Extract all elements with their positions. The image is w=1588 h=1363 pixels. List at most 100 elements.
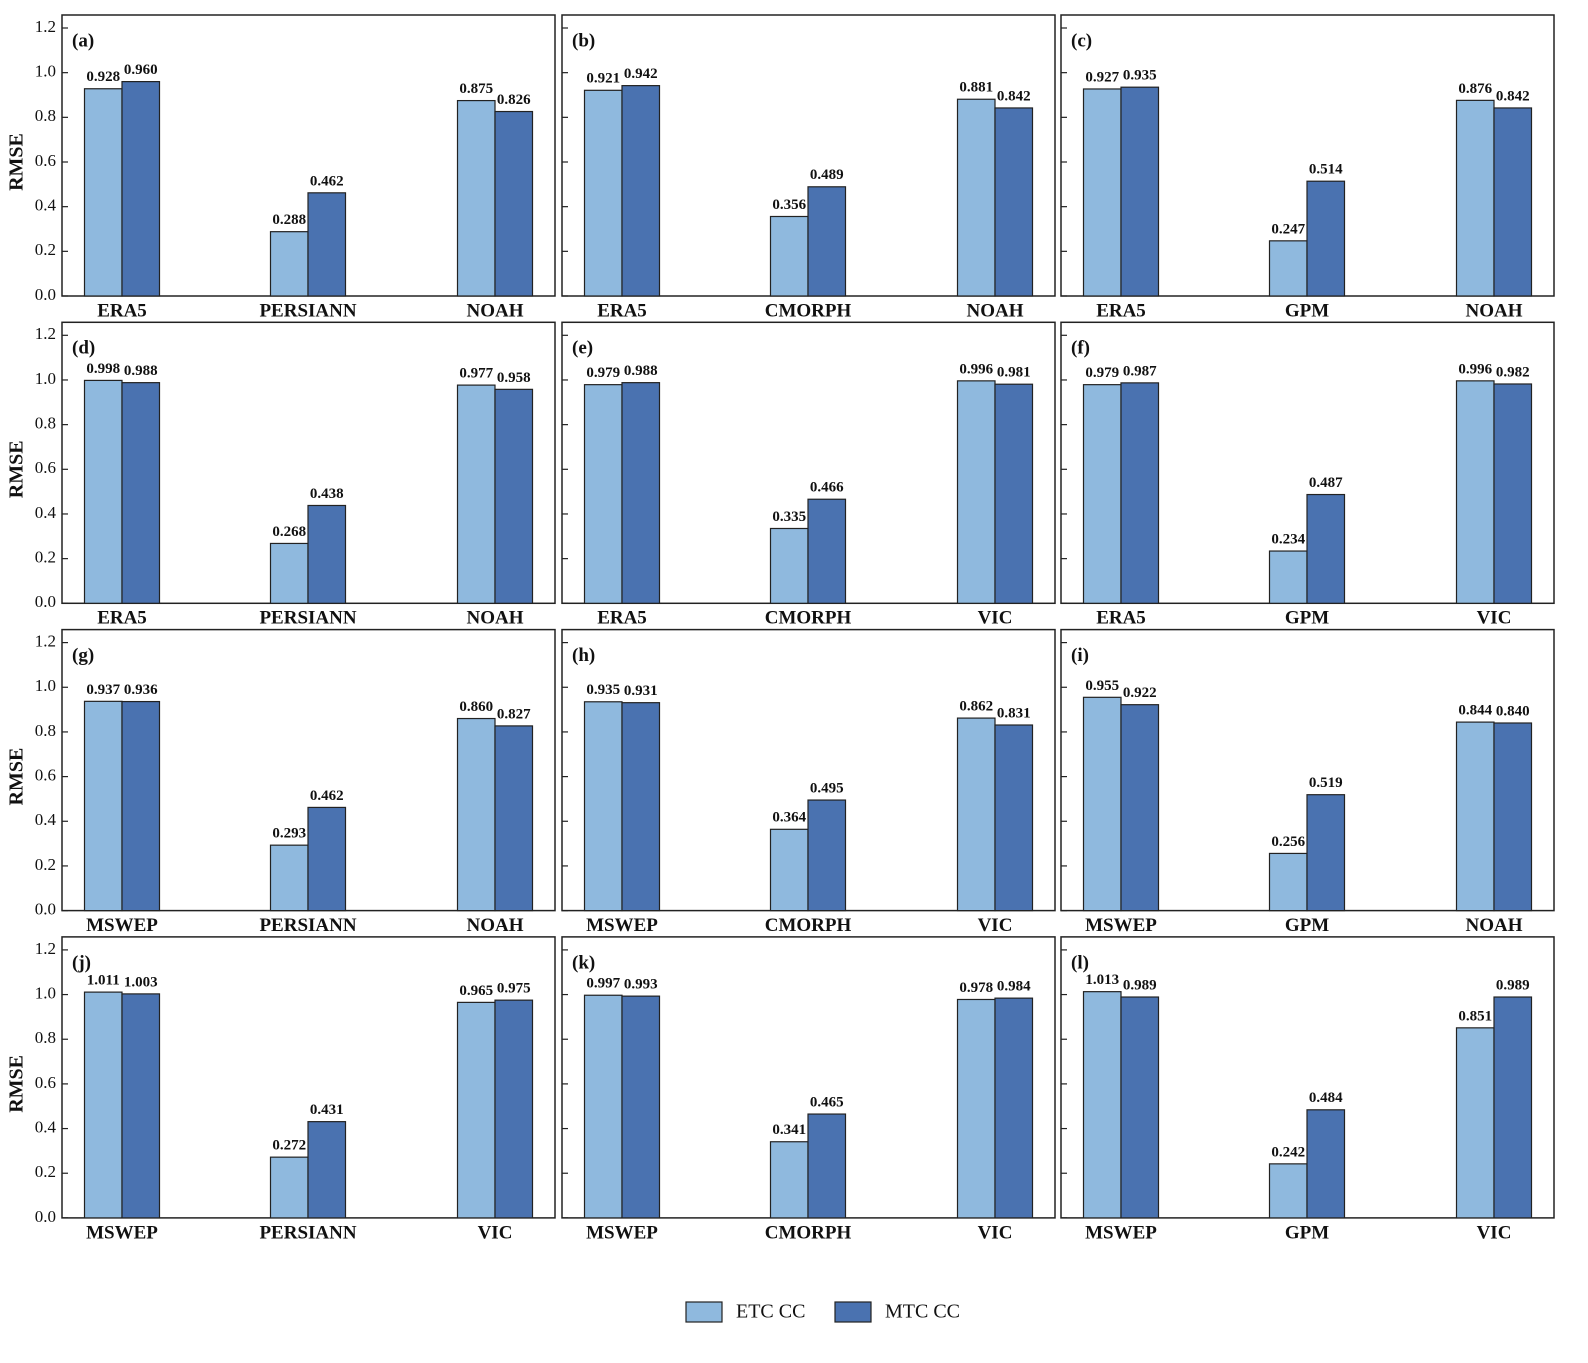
bar bbox=[1120, 86, 1160, 297]
bar bbox=[621, 702, 661, 912]
bar bbox=[307, 806, 347, 912]
y-axis-label: RMSE bbox=[6, 440, 28, 498]
bar bbox=[456, 99, 496, 297]
bar bbox=[494, 725, 534, 912]
bar bbox=[769, 527, 809, 604]
bar bbox=[456, 1001, 496, 1219]
bar bbox=[1120, 704, 1160, 912]
value-label: 0.975 bbox=[497, 981, 531, 997]
bar bbox=[583, 89, 623, 297]
panel-label: (k) bbox=[572, 952, 595, 973]
value-label: 0.978 bbox=[959, 980, 993, 996]
value-label: 0.988 bbox=[624, 363, 658, 379]
value-label: 0.931 bbox=[624, 683, 658, 699]
legend-label: ETC CC bbox=[736, 1301, 805, 1323]
bar bbox=[456, 384, 496, 604]
value-label: 0.921 bbox=[586, 71, 620, 87]
y-tick-label: 0.8 bbox=[35, 1028, 56, 1047]
value-label: 0.851 bbox=[1458, 1008, 1492, 1024]
y-tick-label: 1.0 bbox=[35, 983, 56, 1002]
bar bbox=[1082, 384, 1122, 604]
panel-label: (h) bbox=[572, 645, 595, 666]
y-tick-label: 0.0 bbox=[35, 285, 56, 304]
y-tick-label: 1.2 bbox=[35, 939, 56, 958]
bar bbox=[494, 388, 534, 604]
x-tick-label: GPM bbox=[1285, 915, 1329, 936]
x-tick-label: NOAH bbox=[1466, 915, 1523, 936]
bar bbox=[1455, 721, 1495, 912]
value-label: 0.960 bbox=[124, 62, 158, 78]
value-label: 0.242 bbox=[1271, 1144, 1305, 1160]
y-axis-label: RMSE bbox=[6, 1055, 28, 1113]
bar bbox=[1268, 240, 1308, 297]
y-tick-label: 0.0 bbox=[35, 1207, 56, 1226]
value-label: 0.268 bbox=[272, 524, 306, 540]
value-label: 0.840 bbox=[1496, 703, 1530, 719]
bar bbox=[83, 379, 123, 604]
value-label: 0.936 bbox=[124, 682, 158, 698]
value-label: 0.965 bbox=[459, 983, 493, 999]
x-tick-label: VIC bbox=[978, 915, 1013, 936]
panel-label: (l) bbox=[1071, 952, 1089, 973]
bar bbox=[1493, 996, 1533, 1219]
x-tick-label: NOAH bbox=[967, 300, 1024, 321]
value-label: 0.935 bbox=[586, 682, 620, 698]
bar bbox=[1268, 1163, 1308, 1219]
bar bbox=[1306, 493, 1346, 604]
bar bbox=[1268, 550, 1308, 604]
bar bbox=[269, 1156, 309, 1219]
bar bbox=[807, 799, 847, 912]
x-tick-label: MSWEP bbox=[86, 915, 158, 936]
value-label: 0.881 bbox=[959, 80, 993, 96]
panel-label: (e) bbox=[572, 338, 593, 359]
bar bbox=[269, 231, 309, 297]
value-label: 0.922 bbox=[1123, 685, 1157, 701]
x-tick-label: MSWEP bbox=[1085, 1222, 1157, 1243]
legend-label: MTC CC bbox=[885, 1301, 960, 1323]
panel-label: (i) bbox=[1071, 645, 1089, 666]
value-label: 0.438 bbox=[310, 486, 344, 502]
y-tick-label: 0.2 bbox=[35, 548, 56, 567]
value-label: 0.942 bbox=[624, 66, 658, 82]
y-tick-label: 0.4 bbox=[35, 810, 57, 829]
y-axis-label: RMSE bbox=[6, 748, 28, 806]
value-label: 0.997 bbox=[586, 976, 620, 992]
bar bbox=[121, 80, 161, 297]
value-label: 0.979 bbox=[1085, 365, 1119, 381]
bar bbox=[994, 383, 1034, 604]
legend-swatch bbox=[834, 1301, 872, 1323]
bar bbox=[994, 107, 1034, 297]
value-label: 0.996 bbox=[1458, 361, 1492, 377]
bar bbox=[769, 1141, 809, 1219]
bar bbox=[1120, 382, 1160, 604]
bar bbox=[807, 186, 847, 297]
y-tick-label: 1.2 bbox=[35, 632, 56, 651]
y-tick-label: 0.6 bbox=[35, 458, 56, 477]
x-tick-label: CMORPH bbox=[765, 915, 852, 936]
value-label: 0.293 bbox=[272, 826, 306, 842]
bar bbox=[307, 504, 347, 604]
x-tick-label: PERSIANN bbox=[259, 1222, 356, 1243]
x-tick-label: ERA5 bbox=[1096, 608, 1146, 629]
bar bbox=[956, 998, 996, 1219]
x-tick-label: VIC bbox=[1477, 1222, 1512, 1243]
bar bbox=[269, 844, 309, 912]
bar bbox=[1268, 852, 1308, 912]
value-label: 0.364 bbox=[772, 810, 806, 826]
x-tick-label: ERA5 bbox=[597, 608, 647, 629]
value-label: 0.979 bbox=[586, 365, 620, 381]
value-label: 0.989 bbox=[1496, 977, 1530, 993]
panel-label: (j) bbox=[72, 952, 91, 973]
x-tick-label: GPM bbox=[1285, 1222, 1329, 1243]
x-tick-label: VIC bbox=[1477, 608, 1512, 629]
value-label: 1.013 bbox=[1085, 972, 1119, 988]
bar bbox=[456, 717, 496, 912]
y-tick-label: 0.4 bbox=[35, 503, 57, 522]
bar bbox=[1455, 380, 1495, 604]
value-label: 1.003 bbox=[124, 974, 158, 990]
bar bbox=[1493, 107, 1533, 297]
value-label: 0.988 bbox=[124, 363, 158, 379]
value-label: 0.998 bbox=[86, 361, 120, 377]
x-tick-label: GPM bbox=[1285, 608, 1329, 629]
value-label: 0.862 bbox=[959, 699, 993, 715]
